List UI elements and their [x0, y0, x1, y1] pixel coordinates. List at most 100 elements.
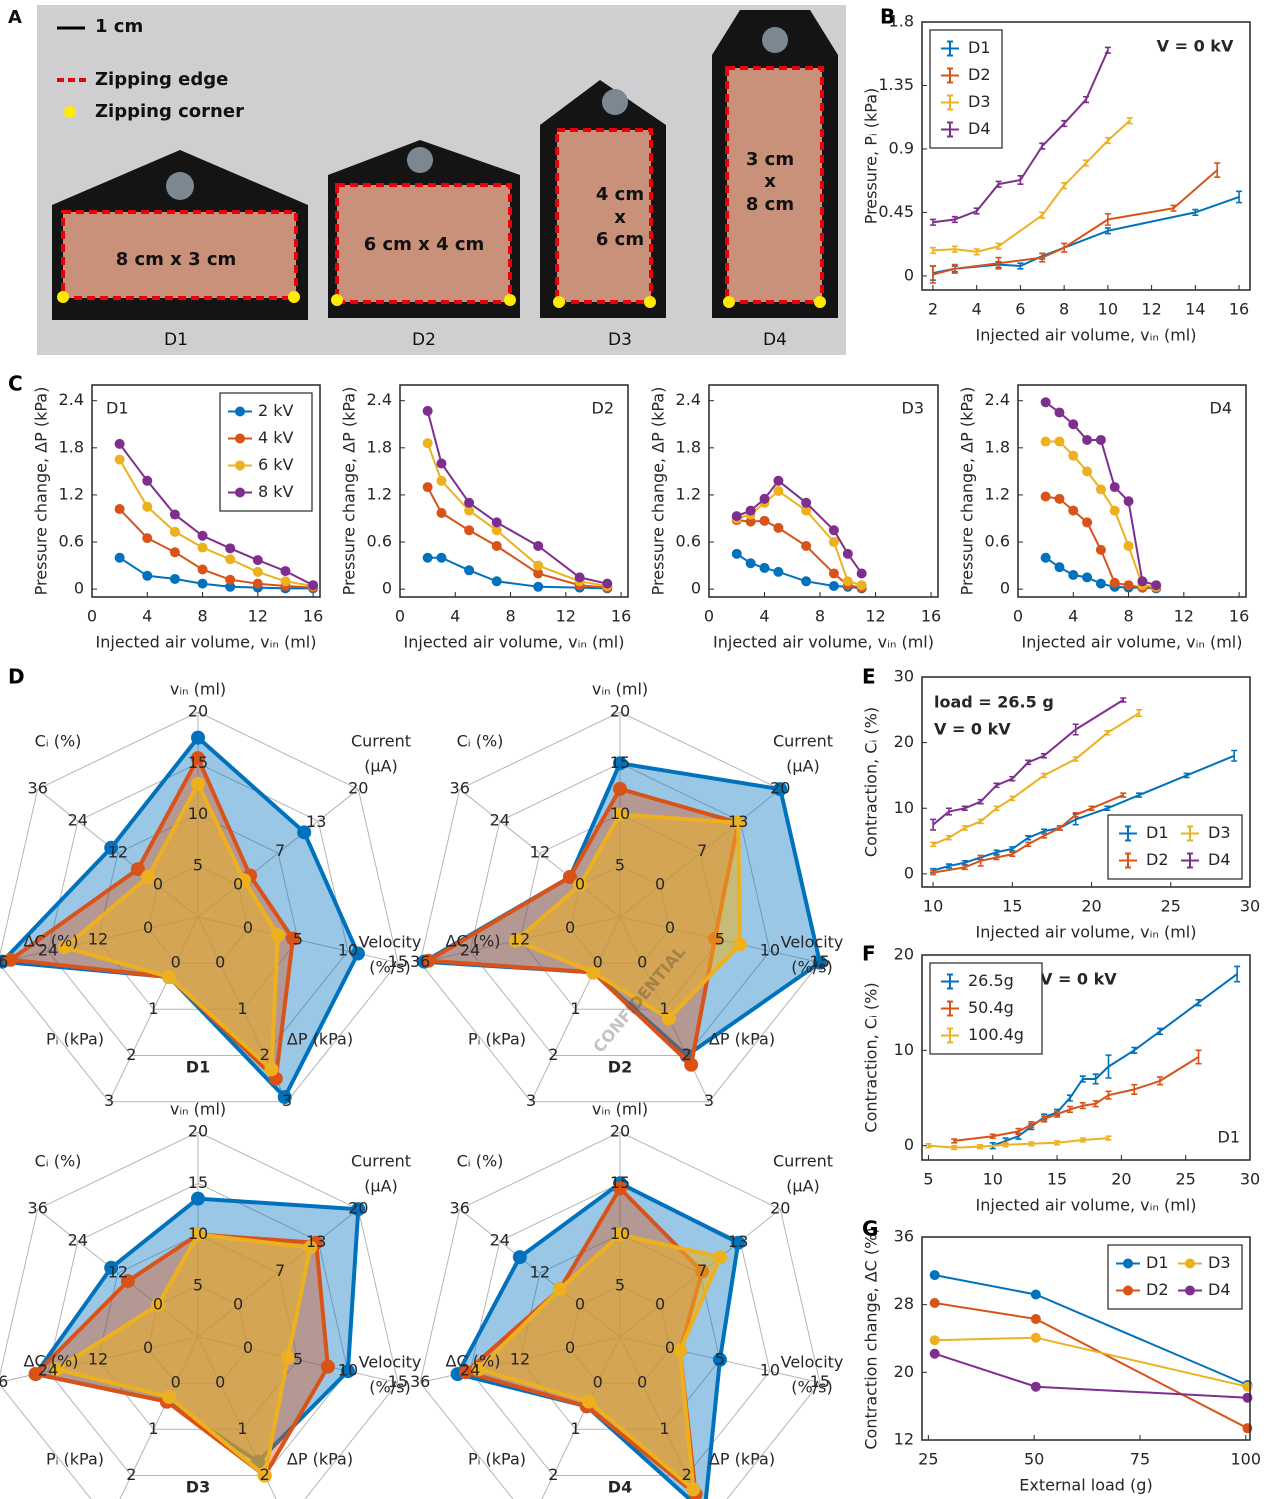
marker [773, 567, 783, 577]
y-tick-label: 1.8 [676, 437, 701, 456]
marker [198, 565, 208, 575]
radar-axis-label: vᵢₙ (ml) [170, 680, 226, 699]
x-axis-label: Injected air volume, vᵢₙ (ml) [404, 633, 625, 652]
radar-axis-label: ΔP (kPa) [287, 1450, 353, 1469]
marker [1041, 553, 1051, 563]
x-tick-label: 5 [923, 1170, 933, 1189]
radar-tick-label: 2 [548, 1045, 558, 1064]
y-axis-label: Contraction, Cᵢ (%) [862, 982, 881, 1132]
legend-marker [235, 434, 245, 444]
y-axis-label: Contraction change, ΔC (%) [862, 1227, 881, 1449]
radar-tick-label: 20 [188, 702, 208, 721]
radar-tick-label: 36 [410, 1372, 430, 1391]
radar-tick-label: 12 [88, 929, 108, 948]
x-tick-label: 10 [1098, 300, 1118, 319]
radar-tick-label: 0 [215, 1373, 225, 1392]
zipping-corner [814, 296, 826, 308]
y-axis-label: Pressure change, ΔP (kPa) [32, 387, 51, 596]
radar-tick-label: 0 [665, 918, 675, 937]
marker [142, 476, 152, 486]
y-tick-label: 0 [74, 579, 84, 598]
marker [115, 455, 125, 465]
x-tick-label: 0 [704, 607, 714, 626]
radar-axis-label: Cᵢ (%) [457, 732, 504, 751]
marker [464, 498, 474, 508]
radar-tick-label: 20 [610, 1122, 630, 1141]
radar-point [191, 1192, 205, 1206]
radar-tick-label: 5 [293, 1349, 303, 1368]
marker [760, 494, 770, 504]
legend-label: D1 [968, 38, 991, 57]
legend-label: 8 kV [258, 482, 294, 501]
radar-tick-label: 0 [593, 1373, 603, 1392]
marker [436, 553, 446, 563]
y-tick-label: 20 [894, 1362, 914, 1381]
radar-tick-label: 0 [153, 875, 163, 894]
y-tick-label: 30 [894, 667, 914, 686]
valve [166, 172, 194, 200]
radar-tick-label: 20 [770, 779, 790, 798]
radar-tick-label: 12 [510, 1349, 530, 1368]
radar-tick-label: 10 [610, 804, 630, 823]
radar-point [191, 731, 205, 745]
x-tick-label: 16 [303, 607, 323, 626]
x-tick-label: 8 [505, 607, 515, 626]
x-tick-label: 8 [1123, 607, 1133, 626]
radar-axis-label: (%/s) [791, 958, 832, 977]
radar-tick-label: 5 [193, 855, 203, 874]
radar-tick-label: 12 [88, 1349, 108, 1368]
radar-tick-label: 13 [728, 1232, 748, 1251]
radar-tick-label: 3 [282, 1091, 292, 1110]
radar-axis-label: ΔC (%) [24, 932, 79, 951]
radar-tick-label: 36 [450, 1199, 470, 1218]
radar-tick-label: 7 [697, 1261, 707, 1280]
radar-tick-label: 24 [490, 811, 510, 830]
radar-tick-label: 36 [0, 952, 8, 971]
legend-label: D2 [1146, 850, 1169, 869]
legend-marker [1185, 1259, 1195, 1269]
edge-label: Zipping edge [95, 69, 228, 90]
radar-point [162, 970, 176, 984]
marker [930, 1298, 940, 1308]
x-tick-label: 0 [87, 607, 97, 626]
marker [464, 565, 474, 575]
marker [225, 543, 235, 553]
marker [1110, 506, 1120, 516]
marker [1096, 435, 1106, 445]
marker [115, 553, 125, 563]
marker [801, 541, 811, 551]
marker [746, 558, 756, 568]
radar-point [686, 1482, 700, 1496]
radar-axis-label: (μA) [364, 1177, 398, 1196]
radar-tick-label: 5 [715, 929, 725, 948]
radar-tick-label: 15 [188, 753, 208, 772]
radar-tick-label: 3 [104, 1091, 114, 1110]
device-size: 6 cm x 4 cm [364, 234, 485, 255]
marker [1124, 580, 1134, 590]
marker [1137, 576, 1147, 586]
marker [930, 1349, 940, 1359]
radar-tick-label: 10 [188, 804, 208, 823]
marker [1068, 570, 1078, 580]
radar-tick-label: 7 [697, 841, 707, 860]
device-size: 6 cm [596, 229, 644, 250]
marker [170, 574, 180, 584]
x-tick-label: 0 [395, 607, 405, 626]
y-axis-label: Pressure, Pᵢ (kPa) [862, 88, 881, 225]
marker [1110, 482, 1120, 492]
radar-tick-label: 2 [126, 1465, 136, 1484]
x-axis-label: Injected air volume, vᵢₙ (ml) [96, 633, 317, 652]
marker [198, 531, 208, 541]
radar-tick-label: 10 [338, 1361, 358, 1380]
radar-tick-label: 1 [148, 1419, 158, 1438]
y-tick-label: 20 [894, 732, 914, 751]
y-tick-label: 1.2 [985, 484, 1010, 503]
radar-tick-label: 12 [108, 843, 128, 862]
marker [253, 555, 263, 565]
marker [436, 459, 446, 469]
radar-tick-label: 2 [682, 1045, 692, 1064]
radar-axis-label: Pᵢ (kPa) [46, 1450, 104, 1469]
legend-label: 50.4g [968, 998, 1014, 1017]
legend-label: D3 [968, 92, 991, 111]
y-tick-label: 1.8 [985, 437, 1010, 456]
